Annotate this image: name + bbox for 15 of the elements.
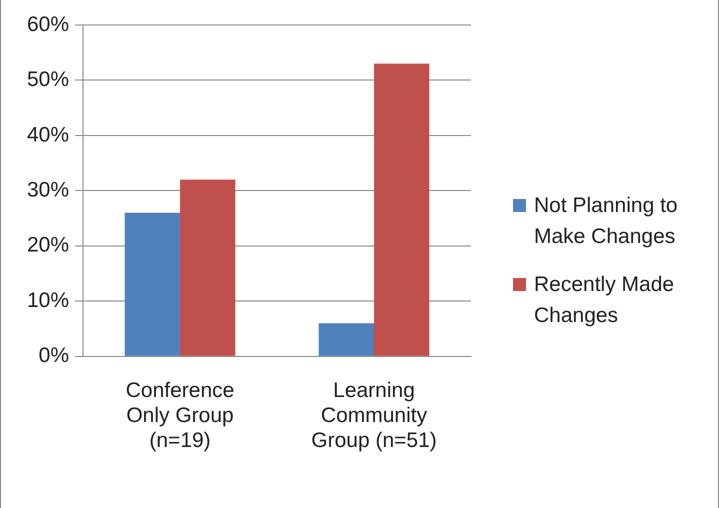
legend-label: Recently Made Changes	[534, 272, 674, 329]
y-tick-label: 10%	[27, 288, 70, 312]
bar	[124, 212, 180, 356]
bar	[180, 180, 236, 356]
y-tick-label: 50%	[27, 68, 70, 92]
y-tick-label: 0%	[38, 344, 70, 368]
x-tick-label: Conference Only Group (n=19)	[126, 378, 234, 452]
bar	[318, 323, 374, 356]
y-tick-label: 20%	[27, 234, 70, 257]
bar	[374, 64, 430, 356]
y-tick-label: 40%	[27, 123, 70, 146]
y-tick-label: 60%	[27, 12, 70, 36]
x-tick-label: Learning Community Group (n=51)	[311, 378, 437, 452]
y-tick-label: 30%	[27, 178, 70, 202]
legend-label: Not Planning to Make Changes	[534, 193, 678, 250]
